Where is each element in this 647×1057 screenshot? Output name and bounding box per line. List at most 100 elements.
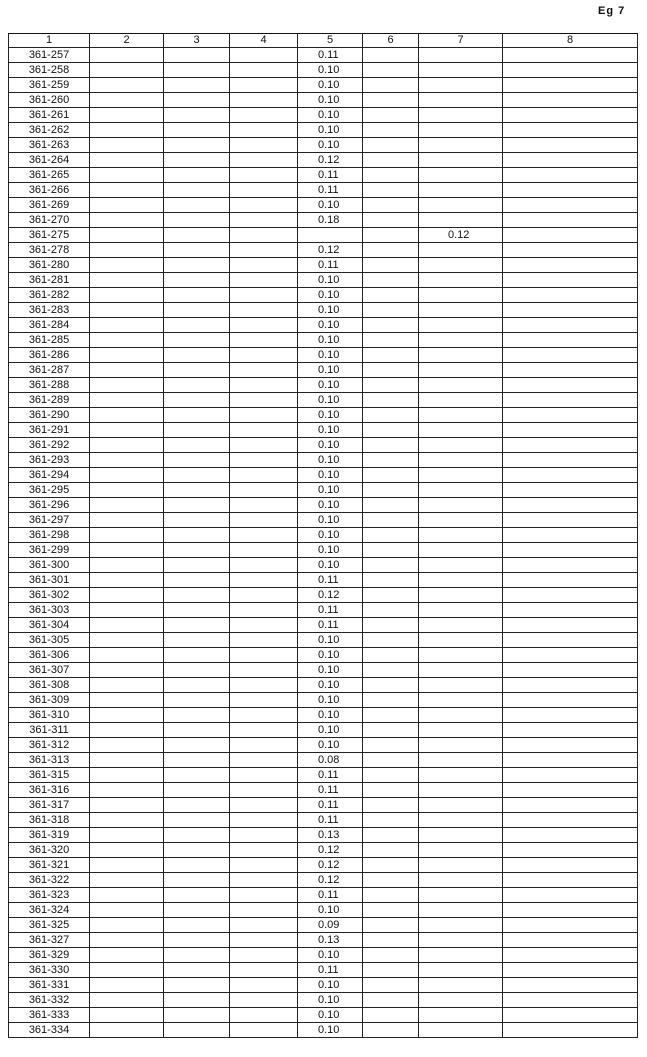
- column-7-cell: [418, 302, 503, 318]
- sample-id-cell: 361-320: [8, 842, 90, 858]
- column-7-cell: [418, 677, 503, 693]
- column-7-cell: [418, 377, 503, 393]
- column-7-cell: [418, 197, 503, 213]
- column-4-cell: [229, 872, 298, 888]
- table-row: 361-313 0.08: [8, 752, 638, 768]
- column-7-cell: [418, 902, 503, 918]
- header-row: 1 2 3 4 5 6 7 8: [8, 33, 638, 48]
- column-7-cell: [418, 1022, 503, 1038]
- column-4-cell: [229, 92, 298, 108]
- column-6-cell: [362, 767, 419, 783]
- column-3-cell: [163, 902, 230, 918]
- table-row: 361-262 0.10: [8, 122, 638, 138]
- column-5-cell: 0.10: [297, 737, 363, 753]
- column-4-cell: [229, 242, 298, 258]
- column-5-cell: 0.12: [297, 857, 363, 873]
- column-7-cell: [418, 467, 503, 483]
- column-6-cell: [362, 422, 419, 438]
- column-5-cell: 0.10: [297, 287, 363, 303]
- column-6-cell: [362, 77, 419, 93]
- column-7-cell: [418, 182, 503, 198]
- sample-id-cell: 361-332: [8, 992, 90, 1008]
- column-5-cell: 0.11: [297, 767, 363, 783]
- column-4-cell: [229, 287, 298, 303]
- column-7-cell: [418, 782, 503, 798]
- column-7-cell: [418, 392, 503, 408]
- column-3-cell: [163, 662, 230, 678]
- column-3-cell: [163, 302, 230, 318]
- column-6-cell: [362, 812, 419, 828]
- column-4-cell: [229, 827, 298, 843]
- column-6-cell: [362, 512, 419, 528]
- table-row: 361-284 0.10: [8, 317, 638, 333]
- column-2-cell: [89, 287, 164, 303]
- column-5-cell: [297, 227, 363, 243]
- column-6-cell: [362, 872, 419, 888]
- table-row: 361-310 0.10: [8, 707, 638, 723]
- column-8-cell: [502, 917, 638, 933]
- column-5-cell: 0.11: [297, 812, 363, 828]
- column-2-cell: [89, 872, 164, 888]
- column-8-cell: [502, 107, 638, 123]
- table-row: 361-304 0.11: [8, 617, 638, 633]
- column-2-cell: [89, 677, 164, 693]
- column-8-cell: [502, 782, 638, 798]
- table-row: 361-295 0.10: [8, 482, 638, 498]
- column-4-cell: [229, 182, 298, 198]
- column-4-cell: [229, 152, 298, 168]
- column-7-cell: [418, 437, 503, 453]
- column-6-cell: [362, 557, 419, 573]
- column-2-cell: [89, 47, 164, 63]
- column-8-cell: [502, 287, 638, 303]
- column-7-cell: [418, 992, 503, 1008]
- column-3-cell: [163, 242, 230, 258]
- column-7-cell: [418, 167, 503, 183]
- column-6-cell: [362, 497, 419, 513]
- column-5-cell: 0.10: [297, 377, 363, 393]
- column-4-cell: [229, 902, 298, 918]
- sample-id-cell: 361-334: [8, 1022, 90, 1038]
- column-7-cell: [418, 647, 503, 663]
- table-row: 361-259 0.10: [8, 77, 638, 93]
- table-row: 361-315 0.11: [8, 767, 638, 783]
- column-2-cell: [89, 647, 164, 663]
- column-6-cell: [362, 302, 419, 318]
- column-4-cell: [229, 452, 298, 468]
- column-6-cell: [362, 227, 419, 243]
- column-3-cell: [163, 122, 230, 138]
- column-7-cell: [418, 542, 503, 558]
- column-8-cell: [502, 377, 638, 393]
- sample-id-cell: 361-313: [8, 752, 90, 768]
- column-3-cell: [163, 272, 230, 288]
- column-6-cell: [362, 677, 419, 693]
- column-8-cell: [502, 527, 638, 543]
- column-4-cell: [229, 557, 298, 573]
- column-5-cell: 0.10: [297, 362, 363, 378]
- column-5-cell: 0.10: [297, 347, 363, 363]
- column-8-cell: [502, 707, 638, 723]
- column-2-cell: [89, 962, 164, 978]
- table-row: 361-312 0.10: [8, 737, 638, 753]
- column-5-cell: 0.10: [297, 1007, 363, 1023]
- column-5-cell: 0.12: [297, 152, 363, 168]
- table-row: 361-296 0.10: [8, 497, 638, 513]
- column-5-cell: 0.10: [297, 497, 363, 513]
- column-2-cell: [89, 557, 164, 573]
- column-6-cell: [362, 617, 419, 633]
- table-row: 361-334 0.10: [8, 1022, 638, 1038]
- column-5-cell: 0.10: [297, 992, 363, 1008]
- column-2-cell: [89, 767, 164, 783]
- column-3-cell: [163, 752, 230, 768]
- column-5-cell: 0.10: [297, 542, 363, 558]
- column-7-cell: [418, 422, 503, 438]
- column-4-cell: [229, 1007, 298, 1023]
- table-row: 361-322 0.12: [8, 872, 638, 888]
- column-4-cell: [229, 947, 298, 963]
- column-2-cell: [89, 212, 164, 228]
- column-5-cell: 0.13: [297, 932, 363, 948]
- column-5-cell: 0.11: [297, 887, 363, 903]
- column-2-cell: [89, 362, 164, 378]
- column-7-cell: [418, 572, 503, 588]
- column-5-cell: 0.10: [297, 632, 363, 648]
- column-2-cell: [89, 407, 164, 423]
